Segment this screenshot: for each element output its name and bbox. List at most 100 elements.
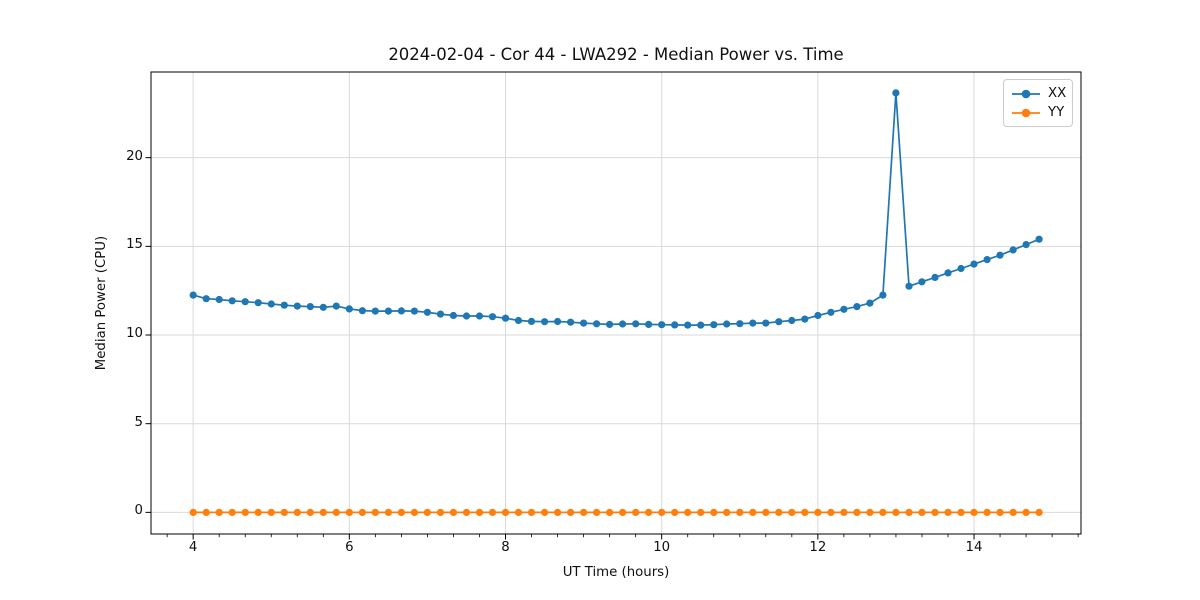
x-tick-label: 4 [188,540,198,555]
data-point-marker-xx [306,303,314,311]
data-point-marker-xx [462,312,471,320]
data-point-marker-xx [371,307,379,315]
data-point-marker-yy [957,508,965,516]
data-point-marker-yy [332,508,340,516]
data-point-marker-xx [632,320,640,328]
data-point-marker-yy [1009,508,1017,516]
data-point-marker-xx [280,301,288,309]
data-point-marker-xx [215,295,223,304]
data-point-marker-xx [345,305,353,313]
data-point-marker-xx [957,264,965,273]
data-point-marker-xx [918,278,926,286]
data-point-marker-xx [358,307,366,315]
data-point-marker-yy [658,508,666,516]
data-point-marker-xx [1009,246,1017,254]
y-tick-label: 15 [126,237,143,253]
data-point-marker-yy [801,508,809,516]
data-point-marker-yy [762,508,770,516]
data-point-marker-yy [593,508,601,516]
data-point-marker-xx [332,302,340,310]
data-point-marker-yy [645,508,653,516]
data-point-marker-yy [358,508,366,516]
data-point-marker-yy [541,508,549,516]
data-point-marker-yy [1035,508,1043,516]
xx-line-marker-icon [1012,89,1040,98]
data-point-marker-yy [944,508,952,516]
data-point-marker-xx [684,321,692,329]
data-point-marker-yy [423,508,431,516]
data-point-marker-yy [319,508,327,516]
data-point-marker-xx [814,311,822,320]
data-point-marker-xx [541,318,549,326]
data-point-marker-xx [567,318,575,326]
data-point-marker-xx [736,320,744,328]
x-tick-label: 10 [653,540,671,555]
data-point-marker-xx [866,299,874,307]
data-point-marker-xx [501,314,510,322]
data-point-marker-xx [671,321,679,329]
data-point-marker-yy [410,508,418,516]
data-point-marker-yy [827,508,835,516]
data-point-marker-yy [554,508,562,516]
data-point-marker-yy [905,508,913,516]
data-point-marker-xx [475,312,484,320]
data-point-marker-yy [814,508,822,516]
data-point-marker-xx [892,89,900,97]
data-point-marker-yy [671,508,679,516]
data-point-marker-yy [280,508,288,516]
data-point-marker-xx [488,313,497,321]
data-point-marker-yy [996,508,1004,516]
data-point-marker-xx [606,320,614,328]
data-point-marker-xx [762,319,770,327]
data-point-marker-xx [905,282,913,290]
data-point-marker-yy [788,508,796,516]
data-point-marker-yy [892,508,900,516]
data-point-marker-yy [436,508,445,516]
data-point-marker-xx [879,291,887,299]
data-point-marker-xx [319,303,327,311]
data-point-marker-yy [202,508,210,516]
data-point-marker-yy [775,508,783,516]
data-point-marker-xx [554,317,562,326]
data-point-marker-xx [723,320,731,328]
data-point-marker-yy [527,508,536,516]
data-point-marker-xx [241,298,249,306]
data-point-marker-yy [501,508,510,516]
legend-label-xx: XX [1048,86,1067,101]
y-tick-label: 5 [134,414,143,430]
data-point-marker-yy [462,508,471,516]
data-point-marker-xx [853,303,861,311]
data-point-marker-yy [267,508,275,516]
data-point-marker-yy [580,508,588,516]
data-point-marker-xx [593,320,601,328]
y-tick-label: 20 [126,148,143,164]
data-point-marker-yy [1022,508,1030,516]
data-point-marker-xx [840,305,848,313]
y-axis-label: Median Power (CPU) [94,235,109,371]
y-tick-label: 0 [134,503,143,519]
data-point-marker-yy [931,508,939,516]
data-point-marker-yy [254,508,262,516]
data-point-marker-yy [449,508,457,516]
data-point-marker-xx [1022,241,1030,249]
data-point-marker-xx [931,273,939,281]
data-point-marker-xx [996,251,1004,259]
data-point-marker-xx [775,318,783,326]
data-point-marker-yy [241,508,249,516]
data-point-marker-xx [749,319,757,327]
y-tick-label: 10 [126,326,143,341]
data-point-marker-yy [606,508,614,516]
data-point-marker-yy [749,508,757,516]
data-point-marker-yy [853,508,861,516]
data-point-marker-xx [267,300,275,308]
data-point-marker-xx [801,315,809,323]
legend-label-yy: YY [1048,105,1065,120]
data-point-marker-yy [189,508,197,516]
data-point-marker-yy [632,508,640,516]
data-point-marker-xx [658,321,666,329]
x-tick-label: 14 [965,540,983,555]
data-point-marker-xx [423,308,431,316]
data-point-marker-xx [189,291,197,299]
data-point-marker-xx [788,316,796,325]
data-point-marker-xx [449,311,457,320]
